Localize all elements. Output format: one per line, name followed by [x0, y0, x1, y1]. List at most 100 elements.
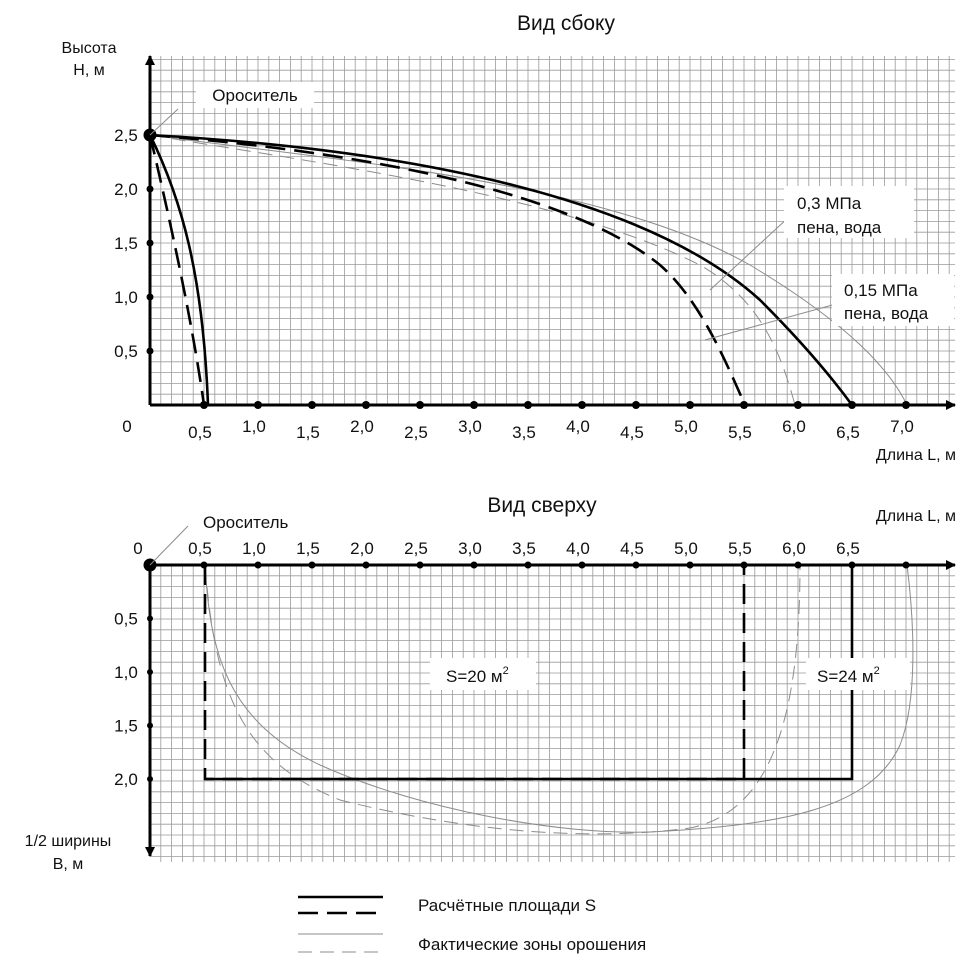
- top-actual-zone-015: [204, 564, 801, 835]
- area-20-text: S=20 м: [446, 667, 503, 686]
- x-tick-dot: [902, 561, 910, 569]
- x-tick-dot: [416, 561, 424, 569]
- x-tick-label: 2,0: [350, 539, 374, 558]
- y-tick-dot: [147, 615, 153, 622]
- x-tick-label: 6,0: [782, 417, 806, 436]
- callout-015-line1: 0,15 МПа: [844, 281, 918, 300]
- top-view-title: Вид сверху: [487, 494, 597, 517]
- top-sprinkler-label: Ороситель: [203, 513, 289, 532]
- top-sprinkler-leader: [149, 525, 189, 566]
- x-tick-dot: [686, 401, 694, 409]
- legend: Расчётные площади S Фактические зоны оро…: [298, 895, 646, 954]
- x-tick-dot: [794, 561, 802, 569]
- area-20-superscript: 2: [503, 665, 509, 677]
- top-y-axis-label-2: В, м: [53, 856, 84, 873]
- x-tick-dot: [524, 561, 532, 569]
- y-tick-dot: [146, 347, 154, 355]
- top-y-tick-labels: 0,5 1,0 1,5 2,0: [114, 610, 138, 790]
- x-tick-label: 1,5: [296, 539, 320, 558]
- top-x-tick-dots: [200, 561, 910, 569]
- sprinkler-label-bg: [196, 82, 314, 108]
- side-y-axis-label-2: Н, м: [73, 62, 104, 79]
- x-tick-dot: [902, 401, 910, 409]
- y-tick-label: 2,5: [114, 126, 138, 145]
- x-tick-dot: [200, 561, 208, 569]
- side-x-tick-labels: 0,5 1,0 1,5 2,0 2,5 3,0 3,5 4,0 4,5 5,0 5,5 6,0 6,5 7…: [188, 417, 914, 442]
- top-view: Вид сверху Ороситель Длина L, м 0 1/2 ши…: [25, 494, 956, 873]
- x-tick-label: 5,5: [728, 539, 752, 558]
- top-y-axis-label-1: 1/2 ширины: [25, 833, 112, 850]
- area-24-text: S=24 м: [817, 667, 874, 686]
- x-tick-dot: [686, 561, 694, 569]
- top-origin-label: 0: [133, 539, 142, 558]
- x-tick-label: 5,5: [728, 423, 752, 442]
- callout-015-line2: пена, вода: [844, 304, 929, 323]
- y-tick-dot: [147, 722, 153, 729]
- x-tick-dot: [740, 561, 748, 569]
- x-tick-label: 3,0: [458, 417, 482, 436]
- y-tick-label: 2,0: [114, 180, 138, 199]
- x-tick-dot: [308, 401, 316, 409]
- x-tick-label: 1,5: [296, 423, 320, 442]
- x-tick-dot: [470, 561, 478, 569]
- x-tick-label: 2,5: [404, 423, 428, 442]
- area-20-label-bg: [430, 658, 536, 690]
- x-tick-label: 1,0: [242, 539, 266, 558]
- sprinkler-leader: [149, 108, 179, 136]
- side-y-tick-labels: 0,5 1,0 1,5 2,0 2,5: [114, 126, 138, 361]
- top-x-axis-label: Длина L, м: [876, 508, 956, 525]
- x-tick-dot: [254, 561, 262, 569]
- side-curve-03mpa: [149, 133, 854, 406]
- y-tick-dot: [146, 239, 154, 247]
- y-tick-dot: [146, 293, 154, 301]
- sprinkler-label: Ороситель: [212, 86, 298, 105]
- side-inner-curve-03mpa: [148, 134, 210, 406]
- x-tick-dot: [308, 561, 316, 569]
- y-tick-dot: [147, 776, 153, 782]
- callout-03-leader: [709, 215, 791, 291]
- y-tick-dot: [146, 185, 154, 193]
- area-24-label: S=24 м2: [817, 665, 880, 686]
- x-tick-label: 3,5: [512, 539, 536, 558]
- x-tick-label: 6,5: [836, 539, 860, 558]
- x-tick-label: 3,5: [512, 423, 536, 442]
- area-20-label: S=20 м2: [446, 665, 509, 686]
- top-y-tick-dots: [147, 615, 153, 782]
- y-tick-label: 1,0: [114, 663, 138, 682]
- x-tick-dot: [632, 561, 640, 569]
- y-tick-dot: [147, 669, 153, 675]
- x-tick-dot: [470, 401, 478, 409]
- legend-actual-zone-label: Фактические зоны орошения: [418, 935, 646, 954]
- actual-zone-curve-03: [149, 134, 908, 406]
- side-view: Вид сбоку Высота Н, м Ороситель 0 Длина …: [62, 12, 956, 464]
- side-x-axis-label: Длина L, м: [876, 447, 956, 464]
- x-tick-dot: [254, 401, 262, 409]
- top-x-tick-labels: 0,5 1,0 1,5 2,0 2,5 3,0 3,5 4,0 4,5 5,0 5,5 6,0 6,5: [188, 539, 860, 558]
- side-x-tick-dots: [200, 401, 910, 409]
- x-tick-dot: [362, 401, 370, 409]
- x-tick-label: 6,0: [782, 539, 806, 558]
- side-view-grid: [150, 56, 955, 405]
- x-tick-label: 1,0: [242, 417, 266, 436]
- top-view-grid: [150, 565, 955, 862]
- callout-015-bg: [832, 274, 954, 326]
- x-tick-label: 5,0: [674, 417, 698, 436]
- x-tick-label: 2,0: [350, 417, 374, 436]
- x-tick-dot: [848, 401, 856, 409]
- y-tick-label: 1,5: [114, 234, 138, 253]
- callout-03-line1: 0,3 МПа: [797, 194, 862, 213]
- legend-design-area-label: Расчётные площади S: [418, 896, 596, 915]
- x-tick-label: 0,5: [188, 539, 212, 558]
- x-tick-label: 3,0: [458, 539, 482, 558]
- side-view-title: Вид сбоку: [517, 12, 615, 35]
- x-tick-dot: [416, 401, 424, 409]
- side-origin-label: 0: [122, 417, 131, 436]
- y-tick-label: 1,0: [114, 288, 138, 307]
- design-area-24: [205, 565, 854, 781]
- x-tick-dot: [740, 401, 748, 409]
- x-tick-dot: [632, 401, 640, 409]
- area-24-label-bg: [806, 658, 910, 690]
- design-area-20: [203, 565, 746, 781]
- side-curve-015mpa: [149, 133, 747, 406]
